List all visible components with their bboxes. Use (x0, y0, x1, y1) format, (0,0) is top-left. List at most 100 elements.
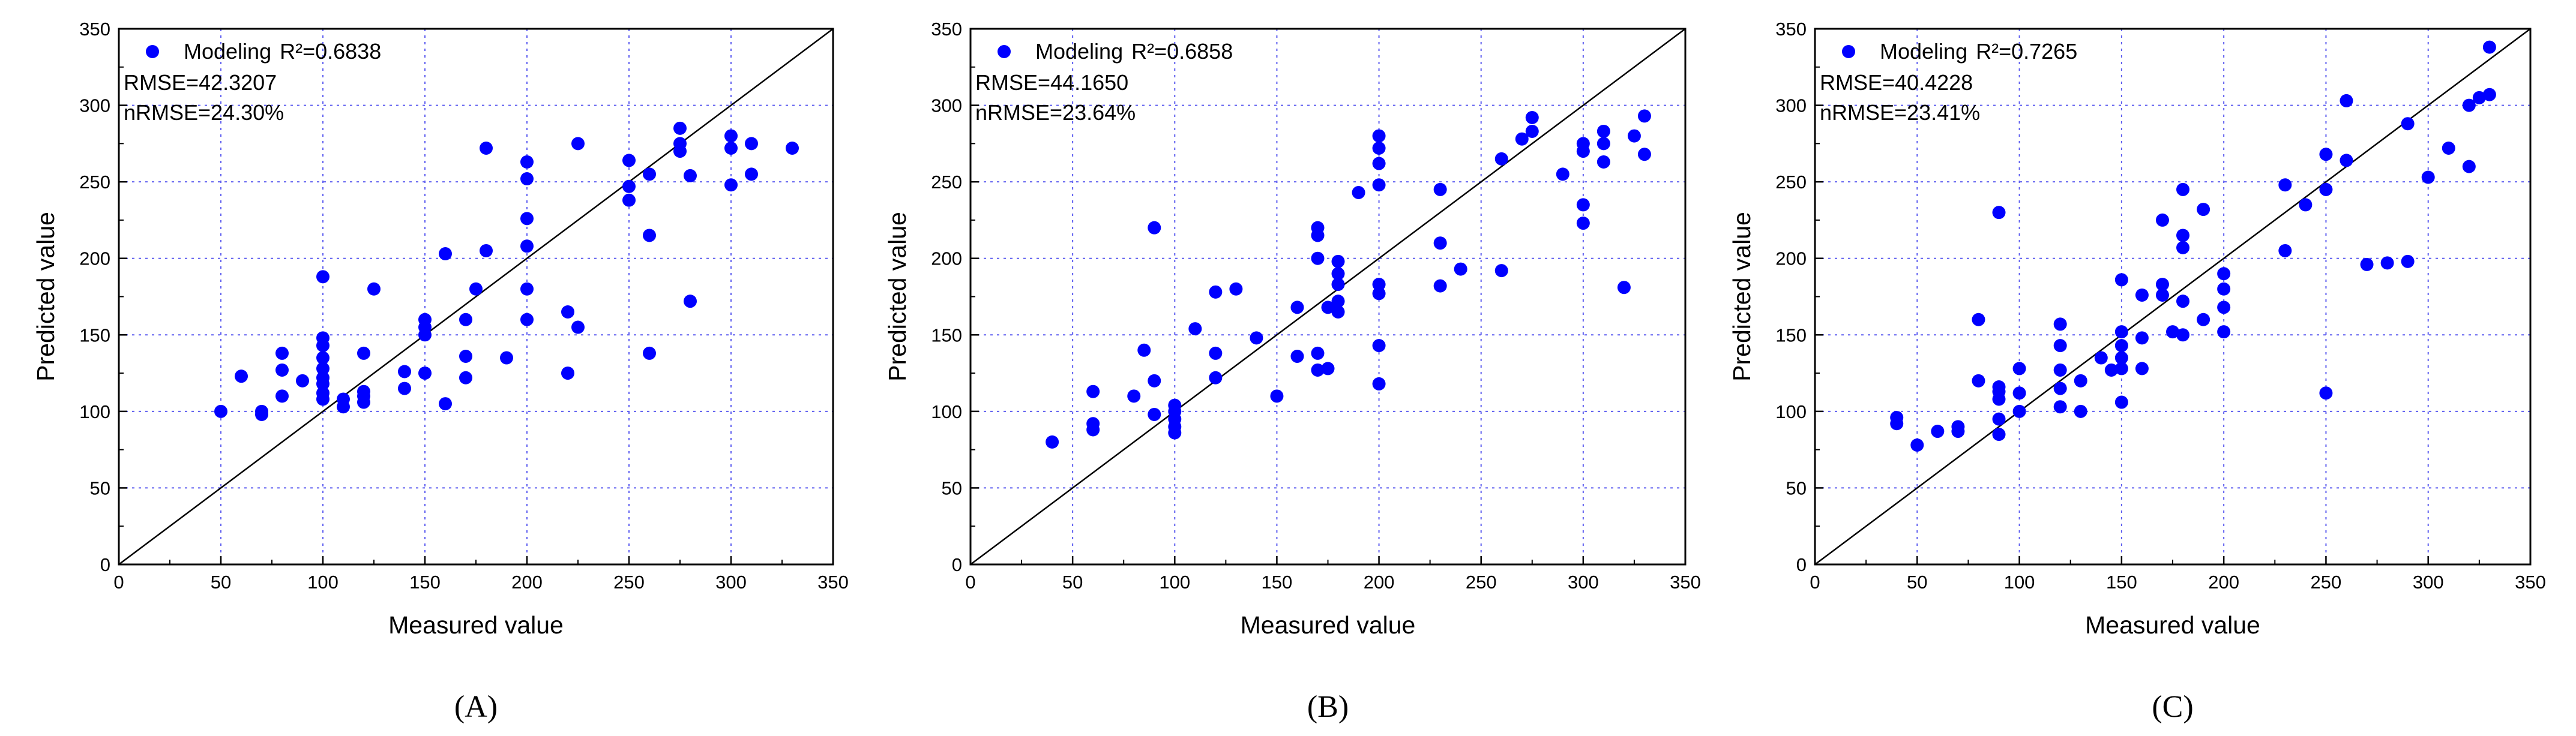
data-point (1148, 407, 1161, 421)
legend-marker (1842, 45, 1855, 58)
scatter-panel-b: 00 50 50 100 100 150 150 200 200 250 250 300 300 350 3… (883, 19, 1701, 724)
data-point (2155, 213, 2169, 227)
data-point (1910, 438, 1924, 452)
data-point (2012, 362, 2026, 375)
rmse-text: RMSE=42.3207 (124, 70, 277, 95)
data-point (1127, 389, 1141, 403)
x-tick-label: 150 (1262, 572, 1293, 593)
x-tick-label: 150 (2106, 572, 2137, 593)
data-point (2482, 40, 2496, 54)
data-point (1321, 362, 1335, 375)
x-tick-label: 150 (409, 572, 441, 593)
y-tick-label: 250 (1775, 172, 1807, 193)
data-point (2176, 229, 2190, 242)
x-tick-label: 300 (2413, 572, 2444, 593)
data-point (2176, 241, 2190, 254)
data-point (1596, 155, 1610, 169)
data-point (561, 367, 574, 380)
data-point (2217, 282, 2231, 296)
data-point (684, 169, 697, 182)
r-squared-text: R²=0.7265 (1976, 39, 2077, 64)
data-point (2155, 278, 2169, 292)
legend-text: Modeling R²=0.6858 (1035, 39, 1233, 64)
data-point (1372, 278, 1386, 292)
data-point (2114, 395, 2128, 409)
data-point (2217, 301, 2231, 314)
data-point (1992, 380, 2006, 394)
data-point (2380, 256, 2394, 270)
data-point (2176, 328, 2190, 342)
data-point (1931, 425, 1945, 438)
data-point (2176, 295, 2190, 308)
data-point (1188, 322, 1202, 336)
data-point (275, 389, 289, 403)
data-point (561, 305, 574, 319)
panel-label: (A) (454, 690, 498, 724)
x-tick-label: 100 (1159, 572, 1190, 593)
data-point (1372, 339, 1386, 353)
y-tick-label: 200 (1775, 248, 1807, 269)
data-point (1525, 110, 1539, 124)
x-tick-label: 0 (965, 572, 975, 593)
data-point (1596, 124, 1610, 138)
x-axis-label: Measured value (2085, 611, 2260, 639)
legend-marker (146, 45, 159, 58)
y-axis-label: Predicted value (883, 212, 911, 381)
data-point (1372, 178, 1386, 192)
y-tick-label: 0 (952, 554, 962, 575)
data-point (1137, 343, 1151, 357)
x-axis-label: Measured value (388, 611, 564, 639)
data-point (316, 270, 330, 284)
data-point (316, 331, 330, 345)
y-tick-label: 150 (1775, 325, 1807, 346)
data-point (1494, 264, 1508, 278)
data-point (2053, 317, 2067, 331)
x-tick-label: 350 (1670, 572, 1701, 593)
x-tick-label: 250 (1466, 572, 1497, 593)
data-point (500, 351, 513, 365)
data-point (1209, 371, 1223, 384)
legend-text: Modeling R²=0.6838 (184, 39, 381, 64)
plot-frame (1814, 28, 2532, 566)
data-point (1372, 157, 1386, 170)
y-axis-label: Predicted value (1728, 212, 1756, 381)
data-point (2197, 313, 2210, 326)
legend-label: Modeling (1880, 39, 1967, 64)
data-point (2197, 203, 2210, 217)
data-point (2114, 273, 2128, 287)
data-point (1331, 267, 1345, 281)
data-point (1331, 305, 1345, 319)
data-point (2135, 288, 2149, 302)
data-point (316, 351, 330, 365)
data-point (1148, 374, 1161, 387)
data-point (367, 282, 381, 296)
x-tick-label: 350 (2515, 572, 2546, 593)
x-tick-label: 50 (211, 572, 231, 593)
data-point (1086, 417, 1100, 431)
x-tick-label: 200 (511, 572, 543, 593)
data-point (1992, 412, 2006, 426)
data-point (1556, 167, 1569, 181)
data-point (480, 244, 493, 257)
data-point (745, 137, 758, 151)
data-point (643, 346, 656, 360)
data-point (2114, 325, 2128, 339)
data-point (2421, 170, 2435, 184)
data-point (2217, 267, 2231, 281)
data-point (2053, 339, 2067, 353)
data-point (1515, 132, 1529, 146)
data-point (1433, 279, 1447, 293)
plot-frame (118, 28, 834, 566)
panel-label: (C) (2152, 690, 2193, 724)
data-point (1290, 350, 1304, 364)
data-point (255, 404, 268, 418)
data-point (1311, 346, 1325, 360)
x-tick-label: 50 (1062, 572, 1083, 593)
data-point (418, 313, 432, 326)
data-point (1372, 377, 1386, 390)
data-point (2104, 363, 2118, 377)
data-point (459, 313, 472, 326)
data-point (2135, 331, 2149, 345)
data-point (1372, 142, 1386, 155)
data-point (275, 346, 289, 360)
